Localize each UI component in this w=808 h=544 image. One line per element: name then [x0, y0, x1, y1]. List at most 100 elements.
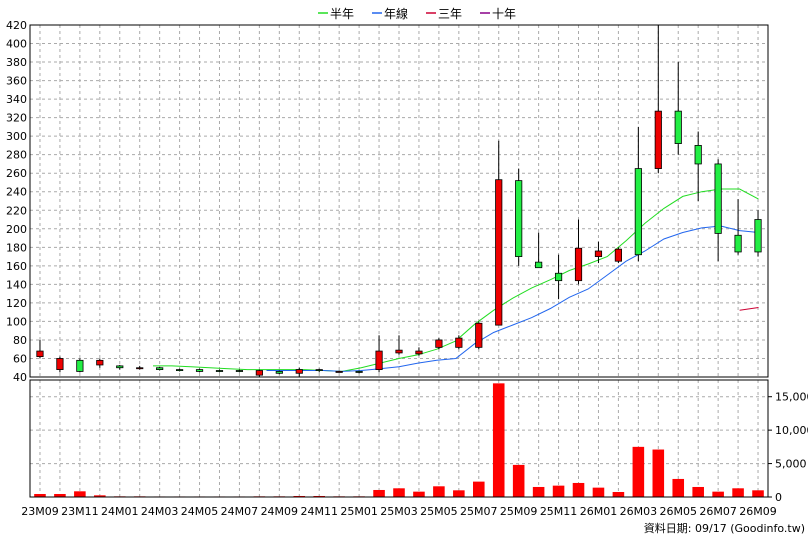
candle-down: [515, 180, 523, 257]
volume-tick-label: 15,000: [775, 391, 808, 404]
x-tick-label: 24M03: [141, 505, 179, 518]
volume-bar: [373, 489, 385, 497]
price-tick-label: 420: [6, 19, 27, 32]
volume-bar: [652, 449, 665, 497]
candle-down: [554, 272, 563, 282]
volume-bar: [532, 486, 545, 497]
price-tick-label: 80: [13, 334, 27, 347]
price-axis: 40 60 80 100 120 140 160 180 200 220 240 260 280 300 3…: [6, 19, 27, 384]
volume-bar: [692, 486, 704, 497]
candle-up: [395, 349, 403, 354]
price-tick-label: 100: [6, 315, 27, 328]
price-tick-label: 60: [13, 352, 27, 365]
candle-up: [56, 358, 64, 370]
x-axis: 23M09 23M11 24M01 24M03 24M05 24M07 24M09 24M11…: [21, 505, 777, 518]
volume-bar: [752, 490, 764, 497]
candlesticks: [36, 25, 762, 377]
x-tick-label: 25M05: [420, 505, 458, 518]
candle-up: [295, 369, 303, 374]
candle-up: [415, 350, 423, 355]
ma-three-year-line: [739, 307, 759, 311]
volume-grid: [30, 380, 768, 497]
candle-up: [36, 350, 44, 358]
x-tick-label: 24M05: [181, 505, 219, 518]
x-tick-label: 25M11: [540, 505, 578, 518]
x-tick-label: 25M09: [500, 505, 538, 518]
price-tick-label: 260: [6, 167, 27, 180]
candle-up: [654, 110, 662, 169]
price-tick-label: 140: [6, 278, 27, 291]
x-tick-label: 25M01: [340, 505, 378, 518]
x-tick-label: 24M01: [101, 505, 139, 518]
volume-bar: [492, 383, 505, 497]
candle-up: [375, 350, 383, 370]
x-tick-label: 23M11: [61, 505, 99, 518]
candle-down: [734, 234, 742, 253]
price-tick-label: 220: [6, 204, 27, 217]
volume-axis: 0 5,000 10,000 15,000: [768, 391, 808, 504]
candle-up: [255, 370, 263, 376]
volume-bar: [74, 491, 86, 497]
candle-down: [355, 371, 363, 373]
x-tick-label: 26M05: [659, 505, 697, 518]
volume-bar: [54, 493, 66, 497]
x-tick-label: 23M09: [21, 505, 59, 518]
candle-up: [335, 371, 343, 373]
price-tick-label: 280: [6, 149, 27, 162]
volume-bar: [313, 495, 326, 497]
volume-bar: [293, 495, 306, 497]
price-grid: [30, 24, 768, 378]
volume-bar: [393, 488, 405, 497]
x-tick-label: 24M09: [261, 505, 299, 518]
candle-down: [76, 359, 84, 372]
x-tick-label: 25M07: [460, 505, 498, 518]
candle-down: [176, 369, 184, 371]
candle-up: [435, 339, 443, 348]
volume-bar: [413, 491, 425, 497]
candle-down: [235, 370, 244, 372]
candle-up: [475, 322, 483, 348]
plot-frames: [29, 24, 769, 498]
candle-down: [275, 371, 283, 374]
volume-tick-label: 10,000: [775, 424, 808, 437]
candle-up: [96, 359, 104, 366]
volume-bar: [572, 482, 585, 497]
x-tick-label: 26M07: [699, 505, 737, 518]
volume-bar: [512, 464, 525, 497]
volume-bars: [34, 383, 764, 497]
x-tick-label: 24M07: [221, 505, 259, 518]
candle-down: [714, 163, 722, 234]
x-tick-label: 26M03: [620, 505, 658, 518]
candle-up: [455, 337, 463, 348]
candle-up: [136, 367, 144, 370]
price-tick-label: 180: [6, 241, 27, 254]
legend-label: 十年: [492, 7, 516, 21]
candle-down: [195, 369, 204, 372]
volume-bar: [34, 493, 46, 497]
price-tick-label: 200: [6, 223, 27, 236]
volume-bar: [472, 481, 485, 497]
price-tick-label: 360: [6, 75, 27, 88]
candle-up: [495, 179, 503, 326]
chart-footer: 資料日期: 09/17 (Goodinfo.tw): [644, 521, 805, 535]
candle-down: [694, 145, 702, 165]
volume-bar: [433, 486, 445, 497]
volume-bar: [612, 491, 625, 497]
price-tick-label: 380: [6, 56, 27, 69]
candle-down: [315, 369, 323, 371]
x-tick-label: 26M09: [739, 505, 777, 518]
volume-bar: [732, 488, 744, 497]
legend-label: 年線: [384, 6, 408, 21]
price-tick-label: 240: [6, 186, 27, 199]
legend-label: 三年: [438, 7, 462, 21]
x-tick-label: 24M11: [300, 505, 338, 518]
volume-bar: [552, 485, 565, 497]
volume-tick-label: 0: [775, 491, 782, 504]
candle-down: [116, 365, 124, 369]
volume-tick-label: 5,000: [775, 458, 807, 471]
x-tick-label: 26M01: [580, 505, 618, 518]
candle-down: [754, 219, 762, 253]
candle-up: [594, 250, 603, 257]
candle-down: [674, 110, 682, 144]
